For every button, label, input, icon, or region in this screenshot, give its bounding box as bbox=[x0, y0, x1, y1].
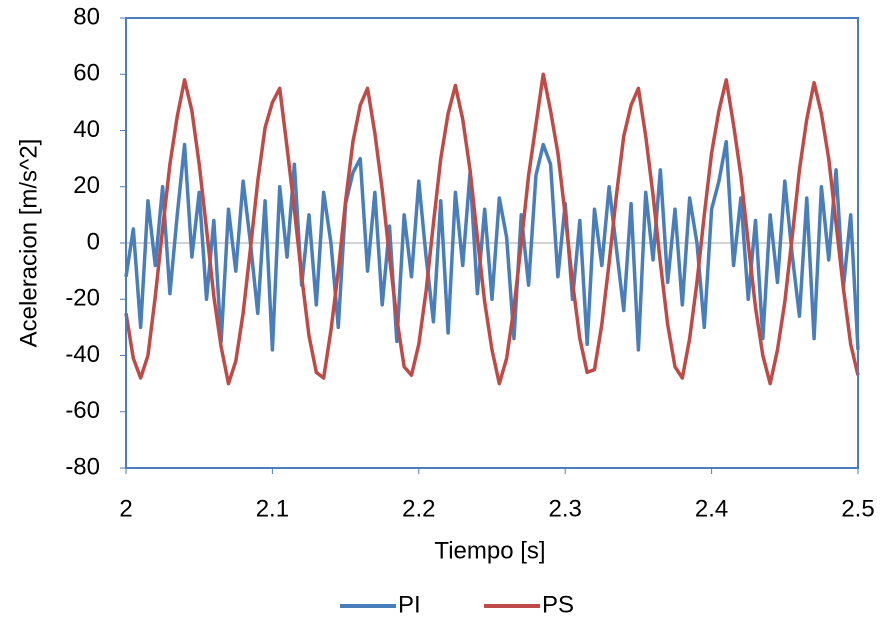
x-tick-label: 2.1 bbox=[256, 495, 289, 522]
x-tick-label: 2 bbox=[119, 495, 132, 522]
y-tick-label: 80 bbox=[73, 3, 100, 30]
plot-frame bbox=[125, 17, 859, 469]
series-line bbox=[124, 72, 860, 386]
y-tick-label: -60 bbox=[65, 397, 100, 424]
y-tick-label: -20 bbox=[65, 285, 100, 312]
y-axis-label: Aceleracion [m/s^2] bbox=[15, 139, 42, 348]
y-tick-label: -40 bbox=[65, 341, 100, 368]
legend-label: PS bbox=[542, 591, 574, 618]
y-tick-label: 0 bbox=[87, 228, 100, 255]
x-tick-label: 2.3 bbox=[549, 495, 582, 522]
x-tick-label: 2.5 bbox=[841, 495, 874, 522]
x-axis-label: Tiempo [s] bbox=[434, 537, 545, 564]
legend-label: PI bbox=[398, 591, 421, 618]
y-tick-label: 60 bbox=[73, 60, 100, 87]
series-line bbox=[124, 140, 860, 352]
y-tick-label: -80 bbox=[65, 453, 100, 480]
x-tick-label: 2.4 bbox=[695, 495, 728, 522]
y-tick-label: 40 bbox=[73, 116, 100, 143]
x-tick-label: 2.2 bbox=[402, 495, 435, 522]
y-tick-label: 20 bbox=[73, 172, 100, 199]
